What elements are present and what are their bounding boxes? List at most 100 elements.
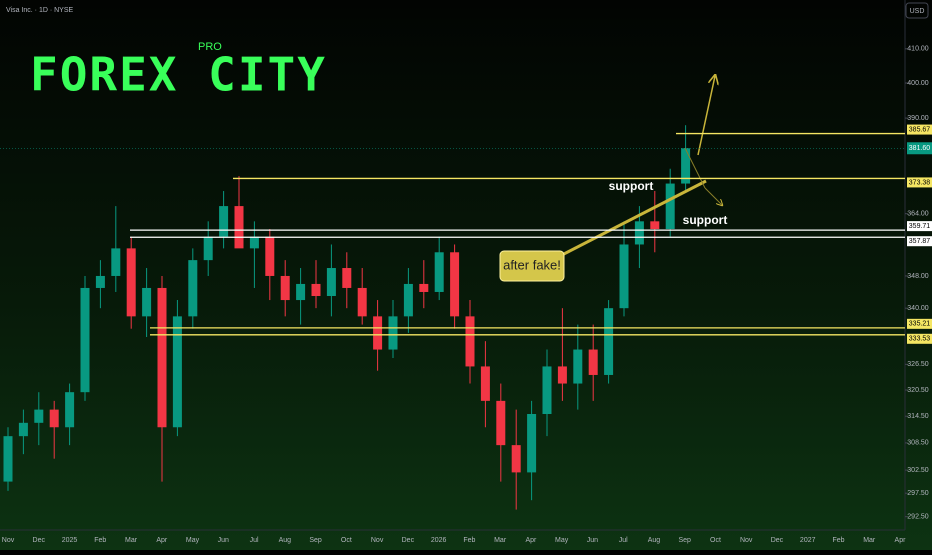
x-tick-label: Jul [619, 537, 628, 544]
candle-body [681, 148, 691, 184]
x-tick-label: Nov [740, 537, 753, 544]
annotation: support [609, 179, 654, 193]
candle-body [95, 275, 105, 288]
candle-body [496, 400, 506, 446]
candle-body [342, 268, 352, 288]
x-tick-label: Mar [125, 537, 138, 544]
candle-body [419, 283, 429, 292]
candle-body [357, 287, 367, 317]
x-tick-label: Aug [279, 537, 292, 544]
candle-body [634, 221, 644, 245]
y-tick-label: 314.50 [907, 413, 929, 420]
candle-body [388, 316, 398, 350]
candle-body [249, 236, 259, 249]
level-label: 385.67 [909, 126, 931, 133]
candle-body [542, 366, 552, 414]
candle-body [573, 349, 583, 384]
level-label-box [907, 318, 932, 329]
candle-body [480, 366, 490, 401]
candle-body [619, 244, 629, 309]
arrow-down [704, 187, 722, 205]
x-tick-label: Jul [250, 537, 259, 544]
callout-text: after fake! [503, 257, 561, 272]
level-label: 373.38 [909, 179, 931, 186]
x-tick-label: 2026 [431, 537, 447, 544]
callout-box [499, 250, 565, 282]
x-tick-label: Dec [33, 537, 46, 544]
y-tick-label: 292.50 [907, 514, 929, 521]
y-tick-label: 410.00 [907, 46, 929, 53]
x-tick-label: Apr [525, 537, 537, 544]
x-tick-label: Apr [895, 537, 907, 544]
x-tick-label: Mar [863, 537, 876, 544]
x-tick-label: Jun [218, 537, 229, 544]
path-line [684, 147, 706, 189]
candle-body [434, 252, 444, 292]
y-tick-label: 340.00 [907, 305, 929, 312]
currency-box[interactable] [905, 2, 929, 19]
y-tick-label: 348.00 [907, 273, 929, 280]
level-label: 359.71 [909, 223, 931, 230]
candle-body [557, 366, 567, 384]
candle-body [265, 236, 275, 276]
last-price-label: 381.60 [909, 145, 931, 152]
y-tick-label: 400.00 [907, 80, 929, 87]
level-label-box [907, 124, 932, 135]
arrow-up [697, 76, 715, 156]
annotation: support [683, 213, 728, 227]
candle-body [450, 252, 460, 317]
level-label: 333.53 [909, 336, 931, 343]
candle-body [34, 409, 44, 423]
candle-body [326, 268, 336, 297]
candle-body [280, 275, 290, 301]
candle-body [604, 308, 614, 375]
candle-body [80, 287, 90, 393]
y-tick-label: 308.50 [907, 440, 929, 447]
candles [3, 125, 691, 510]
trend-line [559, 179, 707, 258]
candle-body [665, 183, 675, 229]
y-tick-label: 320.50 [907, 387, 929, 394]
candle-body [527, 413, 537, 473]
x-tick-label: Apr [156, 537, 168, 544]
x-tick-label: Dec [402, 537, 415, 544]
candle-body [650, 221, 660, 229]
x-tick-label: Dec [771, 537, 784, 544]
candle-body [157, 287, 167, 428]
y-tick-label: 326.50 [907, 361, 929, 368]
candle-body [111, 248, 121, 276]
candle-body [3, 436, 13, 482]
logo-badge: PRO [198, 41, 222, 53]
candle-body [234, 206, 244, 249]
candle-body [18, 422, 28, 437]
x-tick-label: 2025 [62, 537, 78, 544]
level-label-box [907, 221, 932, 232]
level-label: 335.21 [909, 321, 931, 328]
candle-body [49, 409, 59, 428]
candle-body [142, 287, 152, 317]
y-tick-label: 390.00 [907, 115, 929, 122]
y-tick-label: 302.50 [907, 467, 929, 474]
x-tick-label: Feb [94, 537, 106, 544]
x-tick-label: Feb [463, 537, 475, 544]
x-tick-label: Aug [648, 537, 661, 544]
x-tick-label: Sep [309, 537, 322, 544]
x-tick-label: May [555, 537, 569, 544]
x-tick-label: May [186, 537, 200, 544]
level-label-box [907, 177, 932, 188]
x-tick-label: 2027 [800, 537, 816, 544]
candle-body [126, 248, 136, 317]
level-label: 357.87 [909, 238, 931, 245]
candle-body [403, 283, 413, 317]
currency[interactable]: USD [910, 8, 925, 15]
level-label-box [907, 333, 932, 344]
candle-body [373, 316, 383, 350]
candle-body [188, 260, 198, 317]
candle-body [465, 316, 475, 367]
x-tick-label: Oct [341, 537, 352, 544]
x-tick-label: Nov [2, 537, 15, 544]
candle-body [311, 283, 321, 297]
symbol-title: Visa Inc. · 1D · NYSE [6, 7, 74, 14]
